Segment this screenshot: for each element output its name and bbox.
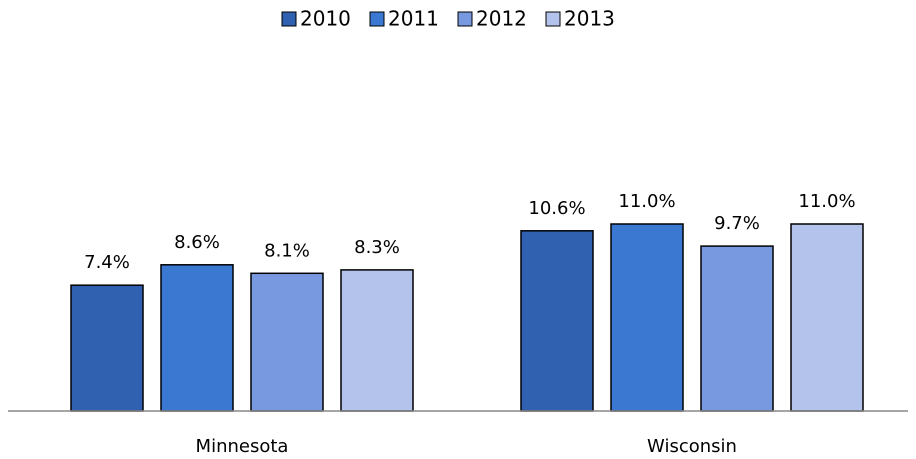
bar bbox=[520, 230, 594, 412]
data-label: 11.0% bbox=[798, 191, 855, 212]
bar bbox=[790, 223, 864, 412]
data-label: 10.6% bbox=[528, 198, 585, 219]
legend-swatch bbox=[457, 11, 473, 27]
x-tick-label: Minnesota bbox=[196, 436, 289, 457]
x-tick-label: Wisconsin bbox=[647, 436, 737, 457]
bar bbox=[250, 272, 324, 412]
bar bbox=[610, 223, 684, 412]
bar bbox=[340, 269, 414, 412]
data-label: 11.0% bbox=[618, 191, 675, 212]
bar bbox=[70, 284, 144, 412]
bar bbox=[700, 245, 774, 412]
legend-swatch bbox=[369, 11, 385, 27]
legend-swatch bbox=[545, 11, 561, 27]
data-label: 8.3% bbox=[354, 237, 400, 258]
data-label: 8.1% bbox=[264, 240, 310, 261]
data-label: 9.7% bbox=[714, 213, 760, 234]
bar bbox=[160, 264, 234, 412]
legend-swatch bbox=[281, 11, 297, 27]
legend-label: 2010 bbox=[300, 7, 351, 31]
data-label: 8.6% bbox=[174, 232, 220, 253]
legend-label: 2011 bbox=[388, 7, 439, 31]
legend-label: 2012 bbox=[476, 7, 527, 31]
data-label: 7.4% bbox=[84, 252, 130, 273]
legend-label: 2013 bbox=[564, 7, 615, 31]
